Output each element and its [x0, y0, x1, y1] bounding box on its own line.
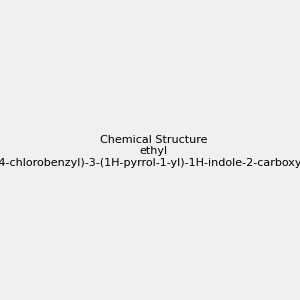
Text: Chemical Structure
ethyl 1-(4-chlorobenzyl)-3-(1H-pyrrol-1-yl)-1H-indole-2-carbo: Chemical Structure ethyl 1-(4-chlorobenz…: [0, 135, 300, 168]
